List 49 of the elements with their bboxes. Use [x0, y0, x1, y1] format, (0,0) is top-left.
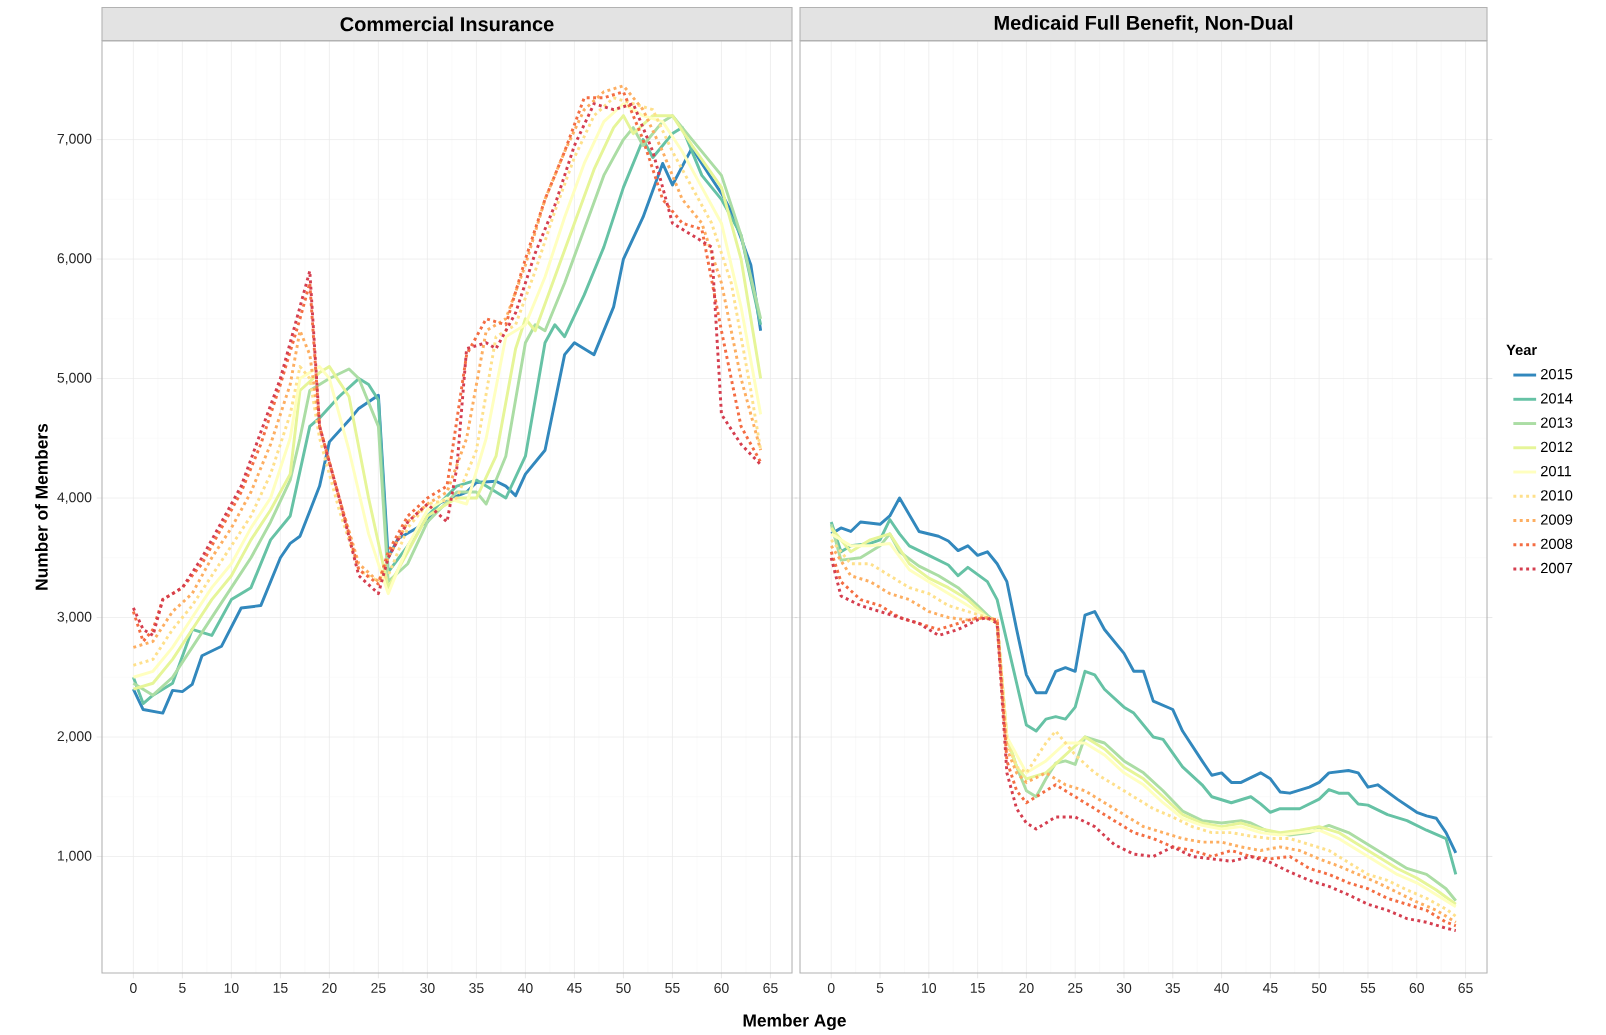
x-tick-label: 5	[179, 983, 186, 993]
y-tick-label: 5,000	[57, 372, 92, 385]
x-tick-label: 45	[1262, 983, 1278, 993]
x-axis-title: Member Age	[743, 1013, 846, 1031]
y-tick-label: 7,000	[57, 133, 92, 146]
y-tick-label: 1,000	[57, 850, 92, 863]
x-tick-label: 15	[273, 983, 288, 993]
y-tick-label: 2,000	[57, 731, 92, 743]
x-tick-label: 30	[420, 983, 435, 993]
legend-label: 2012	[1540, 441, 1573, 453]
legend-label: 2010	[1540, 490, 1573, 501]
legend-label: 2009	[1540, 514, 1573, 525]
y-tick-label: 3,000	[57, 611, 92, 624]
x-tick-label: 40	[517, 983, 533, 993]
chart-title: Commercial Insurance	[340, 16, 554, 32]
chart-title: Medicaid Full Benefit, Non-Dual	[994, 15, 1293, 33]
legend-title: Year	[1506, 344, 1537, 356]
x-tick-label: 55	[1360, 983, 1376, 993]
x-tick-label: 35	[469, 983, 484, 993]
x-tick-label: 60	[714, 983, 729, 993]
legend-label: 2013	[1540, 417, 1573, 428]
x-tick-label: 20	[1019, 983, 1034, 993]
x-tick-label: 65	[763, 983, 778, 993]
x-tick-label: 65	[1458, 983, 1473, 993]
legend-label: 2007	[1540, 562, 1573, 574]
x-tick-label: 10	[922, 983, 937, 993]
x-tick-label: 0	[827, 983, 835, 993]
x-tick-label: 40	[1214, 983, 1229, 993]
x-tick-label: 20	[322, 983, 337, 993]
legend-label: 2015	[1540, 368, 1573, 380]
x-tick-label: 0	[130, 983, 137, 993]
x-tick-label: 10	[224, 983, 239, 993]
legend-label: 2014	[1540, 393, 1573, 404]
x-tick-label: 60	[1409, 983, 1424, 993]
y-tick-label: 4,000	[57, 492, 92, 504]
x-tick-label: 15	[970, 983, 985, 993]
x-tick-label: 50	[616, 983, 631, 993]
x-tick-label: 25	[371, 983, 386, 993]
y-axis-title: Number of Members	[35, 423, 48, 590]
x-tick-label: 35	[1165, 983, 1180, 993]
y-tick-label: 6,000	[57, 253, 92, 265]
legend-label: 2008	[1540, 538, 1573, 549]
x-tick-label: 30	[1116, 983, 1132, 993]
legend-label: 2011	[1540, 465, 1572, 477]
x-tick-label: 50	[1311, 983, 1327, 993]
x-tick-label: 25	[1068, 983, 1083, 993]
x-tick-label: 45	[566, 983, 582, 993]
x-tick-label: 5	[876, 983, 884, 993]
x-tick-label: 55	[665, 983, 680, 993]
